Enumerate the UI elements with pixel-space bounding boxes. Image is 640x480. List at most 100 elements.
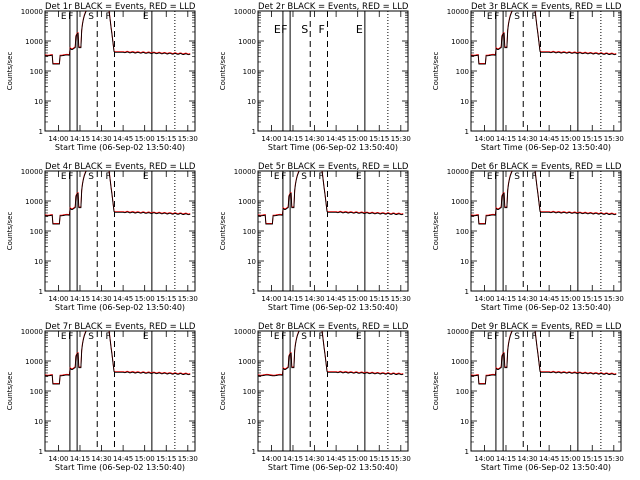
x-tick-label: 14:15: [496, 295, 516, 303]
marker-label: F: [281, 172, 286, 182]
panel-det-7r: Det 7r BLACK = Events, RED = LLD Counts/s…: [6, 322, 198, 472]
y-axis-label: Counts/sec: [6, 52, 14, 91]
x-tick-label: 14:45: [113, 455, 133, 463]
x-tick-label: 14:30: [304, 135, 324, 143]
x-tick-label: 15:00: [135, 455, 155, 463]
y-tick-label: 1000: [25, 198, 43, 206]
marker-label: E: [487, 172, 493, 182]
x-tick-label: 15:15: [582, 295, 602, 303]
y-tick-label: 10: [247, 258, 256, 266]
marker-label: F: [531, 12, 536, 22]
marker-label: F: [494, 332, 499, 342]
y-axis-label: Counts/sec: [219, 212, 227, 251]
y-tick-label: 100: [30, 388, 43, 396]
x-tick-label: 15:15: [582, 135, 602, 143]
x-axis-label: Start Time (06-Sep-02 13:50:40): [481, 143, 611, 152]
y-tick-label: 100: [243, 388, 256, 396]
x-tick-label: 14:00: [48, 455, 68, 463]
x-tick-label: 14:00: [48, 135, 68, 143]
y-tick-label: 1000: [25, 38, 43, 46]
x-axis-label: Start Time (06-Sep-02 13:50:40): [268, 463, 398, 472]
y-tick-label: 100: [456, 228, 469, 236]
marker-label: F: [105, 12, 110, 22]
panel-title: Det 2r BLACK = Events, RED = LLD: [258, 2, 409, 12]
x-tick-label: 14:15: [283, 295, 303, 303]
x-axis-label: Start Time (06-Sep-02 13:50:40): [55, 463, 185, 472]
marker-label: S: [514, 172, 520, 182]
x-tick-label: 14:00: [474, 135, 494, 143]
x-tick-label: 14:00: [261, 295, 281, 303]
y-tick-label: 1000: [25, 358, 43, 366]
panel-title: Det 7r BLACK = Events, RED = LLD: [45, 322, 196, 332]
x-tick-label: 14:00: [261, 135, 281, 143]
x-tick-label: 14:30: [91, 455, 111, 463]
y-tick-label: 1: [252, 448, 256, 456]
panel-title: Det 4r BLACK = Events, RED = LLD: [45, 162, 196, 172]
y-axis-label: Counts/sec: [6, 212, 14, 251]
x-tick-label: 14:30: [517, 135, 537, 143]
plot-frame: [44, 10, 196, 132]
marker-label: E: [487, 12, 493, 22]
y-tick-label: 1000: [451, 358, 469, 366]
marker-label: E: [143, 172, 149, 182]
y-tick-label: 10000: [234, 8, 256, 16]
panel-title: Det 9r BLACK = Events, RED = LLD: [471, 322, 622, 332]
x-tick-label: 14:30: [517, 295, 537, 303]
marker-label: F: [105, 332, 110, 342]
panel-title: Det 3r BLACK = Events, RED = LLD: [471, 2, 622, 12]
panel-title: Det 5r BLACK = Events, RED = LLD: [258, 162, 409, 172]
marker-label: E: [61, 12, 67, 22]
x-axis-label: Start Time (06-Sep-02 13:50:40): [481, 463, 611, 472]
marker-label: S: [301, 332, 307, 342]
x-tick-label: 14:15: [70, 455, 90, 463]
marker-label: E: [356, 172, 362, 182]
series-events-line: [258, 331, 404, 377]
y-tick-label: 10000: [234, 328, 256, 336]
panel-det-8r: Det 8r BLACK = Events, RED = LLD Counts/s…: [219, 322, 411, 472]
panel-det-5r: Det 5r BLACK = Events, RED = LLD Counts/s…: [219, 162, 411, 312]
marker-label: E: [274, 332, 280, 342]
x-tick-label: 14:00: [48, 295, 68, 303]
y-tick-label: 100: [243, 68, 256, 76]
y-tick-label: 1: [465, 448, 469, 456]
marker-label: E: [61, 332, 67, 342]
y-axis-label: Counts/sec: [432, 212, 440, 251]
y-tick-label: 10: [460, 258, 469, 266]
panel-det-4r: Det 4r BLACK = Events, RED = LLD Counts/s…: [6, 162, 198, 312]
marker-label: F: [68, 12, 73, 22]
y-tick-label: 10: [247, 418, 256, 426]
series-events-line: [471, 331, 617, 385]
marker-label: E: [274, 23, 281, 36]
y-tick-label: 10: [460, 98, 469, 106]
x-tick-label: 14:15: [283, 455, 303, 463]
marker-label: S: [301, 172, 307, 182]
y-axis-label: Counts/sec: [6, 372, 14, 411]
y-tick-label: 10000: [21, 8, 43, 16]
marker-label: S: [88, 12, 94, 22]
marker-label: E: [356, 23, 363, 36]
panel-title: Det 8r BLACK = Events, RED = LLD: [258, 322, 409, 332]
y-tick-label: 1000: [238, 198, 256, 206]
x-axis-label: Start Time (06-Sep-02 13:50:40): [268, 303, 398, 312]
y-tick-label: 10000: [21, 168, 43, 176]
x-tick-label: 15:30: [604, 295, 624, 303]
y-tick-label: 1000: [238, 38, 256, 46]
y-tick-label: 100: [243, 228, 256, 236]
series-events-line: [45, 171, 191, 225]
panel-det-9r: Det 9r BLACK = Events, RED = LLD Counts/s…: [432, 322, 624, 472]
y-tick-label: 10: [34, 418, 43, 426]
y-tick-label: 10000: [21, 328, 43, 336]
y-tick-label: 1: [465, 288, 469, 296]
x-tick-label: 14:30: [304, 455, 324, 463]
marker-label: E: [569, 12, 575, 22]
marker-label: F: [531, 172, 536, 182]
plot-frame: [257, 170, 409, 292]
x-tick-label: 14:45: [326, 135, 346, 143]
y-tick-label: 1: [252, 288, 256, 296]
marker-label: E: [143, 332, 149, 342]
x-tick-label: 14:00: [261, 455, 281, 463]
marker-label: F: [281, 23, 287, 36]
x-tick-label: 15:15: [369, 135, 389, 143]
y-tick-label: 10: [247, 98, 256, 106]
x-tick-label: 15:00: [348, 295, 368, 303]
